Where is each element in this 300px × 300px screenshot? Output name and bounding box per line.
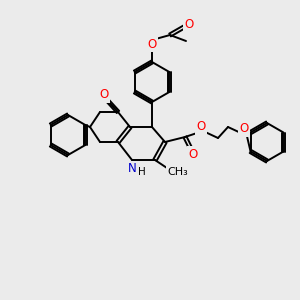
Text: O: O	[184, 17, 194, 31]
Text: O: O	[99, 88, 109, 101]
Text: N: N	[128, 163, 136, 176]
Text: O: O	[196, 121, 206, 134]
Text: O: O	[188, 148, 198, 160]
Text: CH₃: CH₃	[168, 167, 188, 177]
Text: O: O	[239, 122, 249, 136]
Text: H: H	[138, 167, 146, 177]
Text: O: O	[147, 38, 157, 50]
